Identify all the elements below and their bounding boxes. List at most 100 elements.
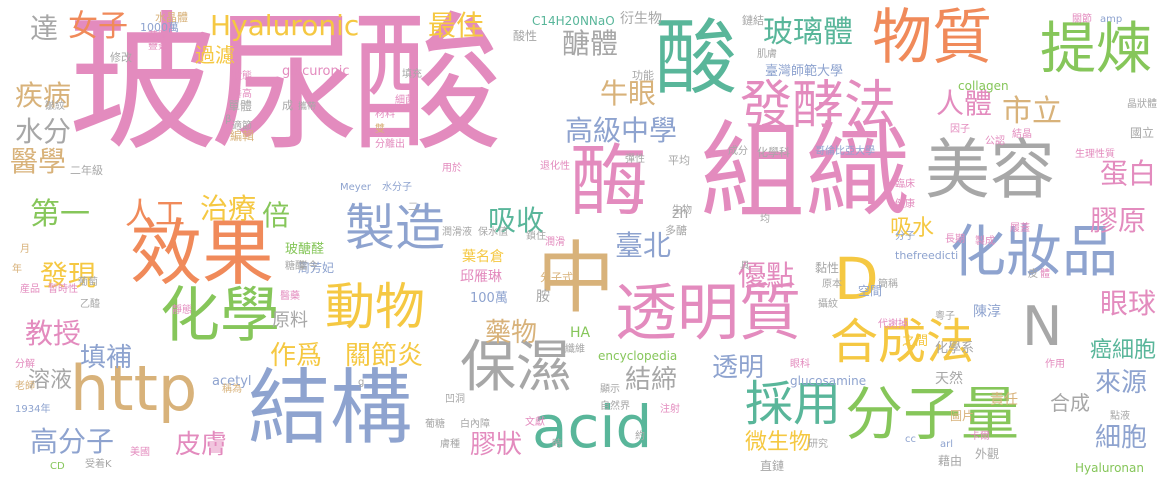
word: C14H20NNaO [532,14,615,28]
word: 卡爾 [970,431,990,442]
word: Meyer [340,182,371,193]
word: 化學系 [935,341,975,356]
word: 晶狀體 [1127,99,1157,110]
word: cc [905,434,916,445]
word: 適節 [232,121,252,132]
word: 醣體 [562,27,619,60]
word: 生物 [672,205,692,216]
word: 吸收 [488,204,545,237]
word: 關節炎 [345,341,424,371]
word: 乙醯 [80,299,100,310]
word: 關節 [1072,14,1092,25]
word: 發現 [40,259,97,292]
word: 酸性 [513,29,538,43]
word: K [105,459,112,470]
word: 保濕 [460,335,572,400]
word: HA [570,325,591,341]
word: 1000萬 [140,21,179,34]
word: 時 [552,439,562,450]
word: 年 [12,264,22,275]
word: 中 [537,234,616,324]
word: 文獻 [525,417,545,428]
word: 提煉 [1040,17,1152,82]
word: 分子式 [540,271,573,284]
word: amp [1100,14,1123,25]
word: 透明質 [615,276,802,349]
word: 老師 [15,381,35,392]
word: collagen [958,79,1009,93]
word: 化妝品 [950,220,1118,285]
word: 癌細胞 [1090,338,1157,363]
word: 牛眼 [600,77,657,110]
word: 酸 [655,11,738,106]
word: 分離出 [375,139,405,150]
word: 疾病 [15,79,72,112]
word: 填充 [402,69,422,80]
word: 玻醣醛 [285,242,325,257]
word: 效果 [130,211,275,295]
word: 平均 [668,154,690,167]
word: 靜態 [172,305,192,316]
word: 多醣 [665,224,687,237]
word: 陳淳 [973,304,1001,320]
word: 臨床 [895,179,915,190]
word: 結構 [248,361,413,456]
word: 履蓋 [1010,223,1030,234]
word: 來源 [1095,368,1148,398]
word: 之間 [902,334,929,349]
word: 皺紋 [45,101,65,112]
word: 二年級 [70,164,103,177]
word: 水分 [15,115,72,148]
word: 市立 [1002,94,1062,129]
word: 材料 [375,109,395,120]
word: 鏈結 [742,14,764,27]
word: 簡稱 [878,279,898,290]
word: 過濾 [195,43,235,67]
word: CD [50,461,65,472]
word: 外觀 [975,447,1000,461]
word: 攜帶 [298,102,317,112]
word: 製造 [345,199,445,257]
word: 用於 [442,163,462,174]
word: 雙 [375,124,385,135]
word: 發酵法 [740,76,897,136]
word: 高分子 [30,425,115,458]
word: 吸水 [890,216,935,241]
word: 因子 [950,124,970,135]
word: 功能 [632,69,654,82]
word: 點液 [1110,411,1130,422]
word: 白內障 [460,419,490,430]
word: 膚種 [440,439,460,450]
word: 周芳妃 [298,261,335,275]
word: 細胞 [1095,423,1148,453]
word: 動物 [325,278,425,336]
word: 研究 [808,439,828,450]
word: 藥物 [485,318,538,348]
word: zh [672,206,689,222]
word: 受着 [85,459,105,470]
word: 凹洞 [445,394,465,405]
word: 肌膚 [757,49,777,60]
word: 人體 [936,87,993,120]
word: D [834,245,879,313]
word: 編輯 [230,129,255,143]
word: 溶液 [28,368,73,393]
word: 分子 [895,231,915,242]
word: 粵子 [935,311,955,322]
word: 黏性 [815,261,840,275]
word: 約 [635,431,645,442]
word: 空間 [858,284,883,298]
word: 膠原 [1090,204,1147,237]
word: 女子 [68,9,128,44]
word: 透明 [712,353,765,383]
word: g [358,377,365,388]
word: thefreedicti [895,249,959,262]
word: 合成法 [830,314,975,370]
word: 月 [20,244,30,255]
word: 代謝掉 [878,319,908,330]
word: 垂高 [232,89,252,100]
word: 水分子 [382,182,412,193]
word: 1934年 [15,404,51,415]
word: 鎖住 [526,231,546,242]
word: 責任 [990,392,1018,408]
